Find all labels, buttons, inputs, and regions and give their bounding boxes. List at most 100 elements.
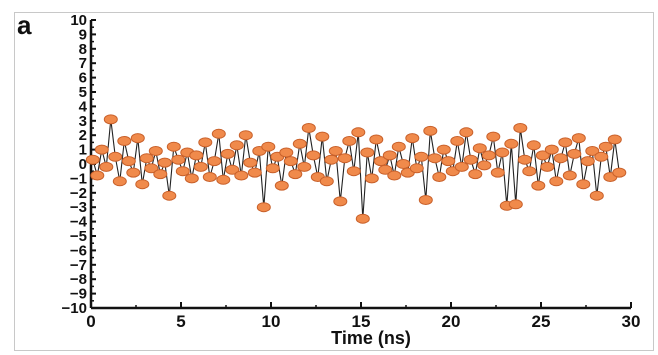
data-point <box>468 169 483 180</box>
data-point <box>369 134 384 145</box>
data-point <box>459 127 474 138</box>
data-point <box>229 140 244 151</box>
data-point <box>126 167 141 178</box>
data-point <box>454 161 469 172</box>
data-point <box>391 141 406 152</box>
data-point <box>382 150 397 161</box>
data-point <box>99 161 114 172</box>
data-point <box>103 114 118 125</box>
y-tick-label: −3 <box>70 199 87 216</box>
data-point <box>108 151 123 162</box>
data-point <box>94 144 109 155</box>
data-point <box>121 156 136 167</box>
y-tick-label: 9 <box>79 26 87 43</box>
y-tick-label: −4 <box>70 214 88 231</box>
data-point <box>198 137 213 148</box>
data-point <box>558 137 573 148</box>
data-point <box>144 163 159 174</box>
x-tick-label: 10 <box>262 312 281 331</box>
x-tick-label: 30 <box>622 312 641 331</box>
x-tick-label: 5 <box>176 312 185 331</box>
data-point <box>337 153 352 164</box>
data-point <box>567 148 582 159</box>
data-point <box>526 140 541 151</box>
data-point <box>405 133 420 144</box>
data-point <box>342 136 357 146</box>
data-point <box>427 153 442 164</box>
data-point <box>243 157 258 168</box>
series-line <box>92 119 620 219</box>
data-point <box>117 136 132 146</box>
y-tick-label: 10 <box>70 13 87 29</box>
data-point <box>414 151 429 162</box>
data-point <box>436 144 451 155</box>
data-point <box>193 161 208 172</box>
data-point <box>580 156 595 167</box>
data-point <box>562 170 577 181</box>
data-point <box>594 151 609 162</box>
data-point <box>495 147 510 158</box>
data-point <box>256 202 271 213</box>
y-tick-label: 2 <box>79 127 87 144</box>
data-point <box>504 138 519 149</box>
y-tick-label: −1 <box>70 170 87 187</box>
data-point <box>571 133 586 144</box>
data-point <box>90 170 105 181</box>
panel-label: a <box>17 10 32 40</box>
data-point <box>319 176 334 187</box>
data-point <box>589 190 604 201</box>
y-tick-label: −6 <box>70 242 87 259</box>
data-point <box>540 161 555 172</box>
data-point <box>265 163 280 174</box>
data-point <box>508 199 523 210</box>
data-point <box>184 173 199 184</box>
x-tick-label: 0 <box>86 312 95 331</box>
x-axis-label: Time (ns) <box>331 328 411 348</box>
series-polyline <box>92 119 620 219</box>
data-point <box>441 156 456 167</box>
y-tick-label: −8 <box>70 271 87 288</box>
data-point <box>148 146 163 156</box>
data-point <box>513 123 528 133</box>
x-tick-label: 25 <box>532 312 551 331</box>
data-point <box>189 150 204 161</box>
data-point <box>418 195 433 205</box>
data-point <box>472 143 487 154</box>
data-point <box>423 125 438 136</box>
data-point <box>279 147 294 158</box>
y-tick-label: 8 <box>79 41 87 58</box>
y-tick-label: 6 <box>79 70 87 87</box>
data-point <box>544 144 559 155</box>
data-point <box>396 159 411 169</box>
x-tick-label: 20 <box>442 312 461 331</box>
data-point <box>333 196 348 207</box>
data-point <box>463 154 478 165</box>
data-point <box>387 170 402 181</box>
data-point <box>328 146 343 156</box>
data-point <box>171 154 186 165</box>
data-point <box>220 148 235 159</box>
data-point <box>576 179 591 190</box>
y-tick-label: 5 <box>79 84 87 101</box>
data-point <box>373 156 388 167</box>
data-point <box>351 127 366 138</box>
y-tick-label: 4 <box>79 98 88 115</box>
data-point <box>324 154 339 165</box>
x-tick-label: 15 <box>352 312 371 331</box>
data-point <box>139 153 154 164</box>
data-point <box>378 164 393 175</box>
data-point <box>598 141 613 152</box>
data-point <box>211 128 226 139</box>
data-point <box>238 130 253 141</box>
data-point <box>486 131 501 142</box>
data-point <box>162 190 177 201</box>
data-point <box>481 150 496 161</box>
data-point <box>535 150 550 161</box>
data-point <box>292 138 307 149</box>
data-point <box>225 164 240 175</box>
series-points <box>85 114 627 224</box>
data-point <box>175 166 190 177</box>
data-point <box>355 213 370 224</box>
